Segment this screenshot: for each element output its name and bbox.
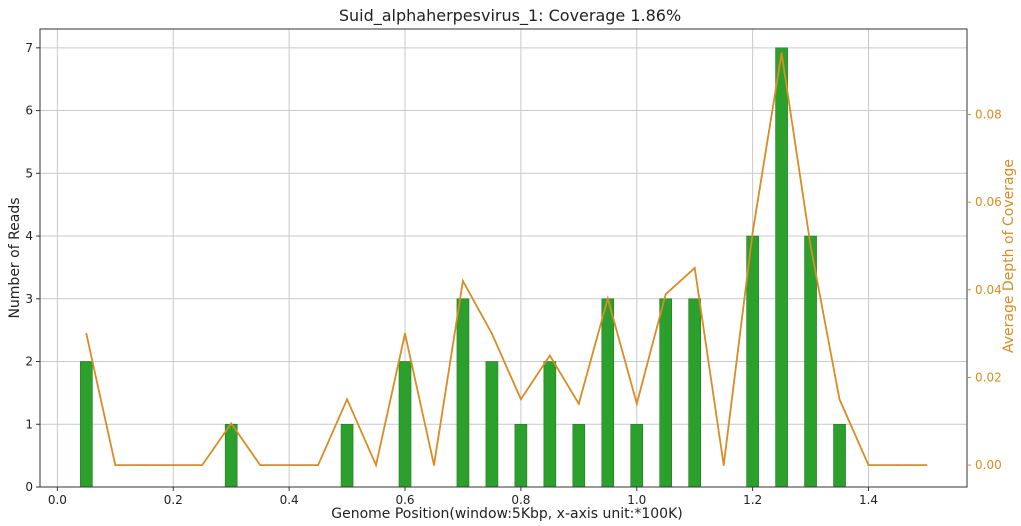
- coverage-point: [230, 422, 233, 425]
- coverage-line: [85, 52, 927, 468]
- reads-bar: [543, 361, 557, 488]
- coverage-point: [896, 464, 899, 466]
- y2-tick-label: 0.08: [975, 107, 1002, 121]
- x-tick-label: 1.0: [627, 493, 646, 507]
- x-tick-label: 0.4: [280, 493, 299, 507]
- coverage-point: [259, 464, 262, 466]
- coverage-point: [635, 402, 638, 405]
- coverage-point: [867, 464, 870, 466]
- coverage-point: [143, 464, 146, 466]
- chart-title: Suid_alphaherpesvirus_1: Coverage 1.86%: [339, 6, 681, 26]
- reads-bar: [572, 423, 586, 488]
- coverage-point: [722, 464, 725, 466]
- reads-bar: [601, 298, 615, 488]
- x-tick-label: 1.4: [859, 493, 878, 507]
- y2-tick-label: 0.00: [975, 458, 1002, 472]
- coverage-point: [114, 464, 117, 466]
- reads-bar: [456, 298, 470, 488]
- reads-bar: [775, 47, 788, 488]
- coverage-point: [664, 293, 667, 296]
- coverage-point: [491, 332, 493, 335]
- y2-tick-label: 0.04: [975, 283, 1002, 297]
- coverage-point: [693, 266, 696, 269]
- reads-bar: [398, 361, 412, 488]
- coverage-point: [577, 402, 580, 405]
- y-tick-label: 4: [25, 229, 33, 243]
- y-tick-label: 1: [25, 417, 33, 431]
- x-tick-label: 0.2: [164, 493, 183, 507]
- reads-bar: [688, 298, 701, 488]
- x-axis-label: Genome Position(window:5Kbp, x-axis unit…: [331, 506, 682, 522]
- reads-bar: [804, 235, 817, 488]
- coverage-line-layer: [85, 52, 928, 468]
- reads-bar: [80, 361, 93, 488]
- coverage-point: [519, 398, 522, 401]
- coverage-point: [201, 464, 204, 466]
- coverage-point: [925, 464, 928, 466]
- y2-tick-label: 0.02: [975, 370, 1002, 384]
- plot-frame: [39, 28, 968, 488]
- reads-bar: [659, 298, 673, 488]
- x-tick-label: 0.6: [395, 493, 414, 507]
- y-tick-label: 0: [25, 480, 33, 494]
- y-tick-label: 5: [25, 166, 33, 180]
- coverage-point: [462, 280, 464, 282]
- coverage-point: [172, 464, 175, 466]
- x-tick-label: 1.2: [743, 493, 762, 507]
- coverage-point: [838, 398, 841, 401]
- reads-bar: [746, 235, 759, 488]
- y-tick-label: 6: [25, 104, 33, 118]
- x-tick-label: 0.8: [511, 493, 530, 507]
- coverage-point: [317, 464, 319, 466]
- reads-bar: [340, 423, 354, 488]
- coverage-point: [548, 354, 551, 357]
- x-axis-ticks: 0.0 0.2 0.4 0.6 0.8 1.0 1.2 1.4: [48, 487, 878, 507]
- coverage-point: [809, 245, 812, 247]
- reads-bar: [224, 423, 238, 488]
- coverage-point: [85, 332, 88, 335]
- reads-bar: [485, 361, 499, 488]
- coverage-point: [780, 52, 783, 55]
- y-tick-label: 2: [25, 355, 33, 369]
- y2-axis-label: Average Depth of Coverage: [1001, 159, 1017, 353]
- coverage-point: [433, 464, 435, 466]
- coverage-point: [751, 231, 754, 234]
- reads-bar: [514, 423, 528, 488]
- y-axis-ticks: 0 1 2 3 4 5 6 7: [25, 41, 40, 494]
- reads-bar: [833, 423, 846, 488]
- coverage-point: [404, 332, 406, 335]
- y2-axis-ticks: 0.00 0.02 0.04 0.06 0.08: [967, 107, 1002, 472]
- coverage-point: [288, 464, 291, 466]
- coverage-point: [375, 464, 377, 466]
- y2-tick-label: 0.06: [975, 195, 1002, 209]
- y-axis-label: Number of Reads: [7, 197, 23, 318]
- coverage-point: [346, 398, 348, 401]
- reads-bar: [630, 423, 644, 488]
- y-tick-label: 7: [25, 41, 33, 55]
- reads-bars: [80, 47, 846, 488]
- x-tick-label: 0.0: [48, 493, 67, 507]
- coverage-point: [606, 297, 609, 300]
- y-tick-label: 3: [25, 292, 33, 306]
